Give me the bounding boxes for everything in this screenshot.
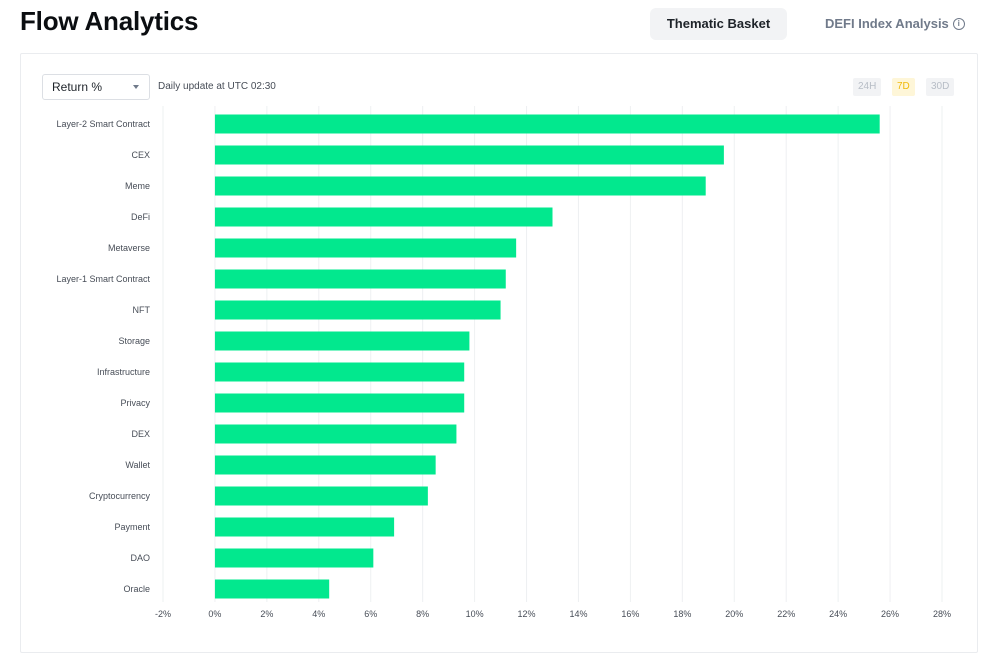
bar[interactable]	[214, 548, 374, 568]
bar[interactable]	[214, 455, 436, 475]
category-label: DeFi	[131, 212, 150, 222]
category-label: Layer-2 Smart Contract	[56, 119, 150, 129]
category-label: Wallet	[125, 460, 150, 470]
page-title: Flow Analytics	[20, 6, 199, 36]
chevron-down-icon	[133, 85, 139, 89]
category-label: Privacy	[120, 398, 150, 408]
x-tick-label: 22%	[777, 609, 795, 619]
bar[interactable]	[214, 579, 330, 599]
bar[interactable]	[214, 300, 501, 320]
category-label: Oracle	[123, 584, 150, 594]
x-tick-label: -2%	[155, 609, 171, 619]
metric-select-value: Return %	[52, 80, 103, 94]
category-label: Meme	[125, 181, 150, 191]
bar[interactable]	[214, 486, 428, 506]
category-label: DAO	[130, 553, 150, 563]
category-label: Payment	[114, 522, 150, 532]
x-tick-label: 0%	[208, 609, 221, 619]
x-tick-label: 18%	[673, 609, 691, 619]
category-label: Storage	[118, 336, 150, 346]
bar[interactable]	[214, 114, 880, 134]
bar-chart: -2% 0% 2% 4% 6% 8% 10% 12% 14% 16% 18% 20% 22% 24% 26%…	[56, 106, 951, 619]
category-label: Metaverse	[108, 243, 150, 253]
x-tick-label: 4%	[312, 609, 325, 619]
x-tick-label: 26%	[881, 609, 899, 619]
range-7d-button[interactable]: 7D	[892, 78, 915, 96]
info-icon[interactable]: i	[952, 17, 965, 30]
range-30d-button[interactable]: 30D	[926, 78, 955, 96]
update-note: Daily update at UTC 02:30	[158, 81, 276, 92]
bar[interactable]	[214, 331, 470, 351]
category-label: Infrastructure	[97, 367, 150, 377]
bar[interactable]	[214, 517, 395, 537]
x-tick-label: 16%	[621, 609, 639, 619]
category-label: Layer-1 Smart Contract	[56, 274, 150, 284]
tab-defi-index-analysis[interactable]: DEFI Index Analysis i	[825, 8, 965, 40]
bar[interactable]	[214, 207, 553, 227]
x-tick-label: 10%	[466, 609, 484, 619]
category-label: Cryptocurrency	[89, 491, 151, 501]
x-tick-label: 20%	[725, 609, 743, 619]
x-tick-label: 8%	[416, 609, 429, 619]
x-tick-label: 6%	[364, 609, 377, 619]
x-tick-label: 28%	[933, 609, 951, 619]
bar[interactable]	[214, 238, 517, 258]
tab-defi-index-analysis-label: DEFI Index Analysis	[825, 16, 949, 31]
metric-select[interactable]: Return %	[42, 74, 150, 100]
bar[interactable]	[214, 424, 457, 444]
tab-thematic-basket[interactable]: Thematic Basket	[650, 8, 787, 40]
x-tick-label: 12%	[518, 609, 536, 619]
range-24h-button[interactable]: 24H	[853, 78, 882, 96]
bar[interactable]	[214, 176, 706, 196]
bar[interactable]	[214, 362, 465, 382]
bar[interactable]	[214, 145, 724, 165]
x-tick-label: 14%	[569, 609, 587, 619]
bar[interactable]	[214, 393, 465, 413]
category-label: CEX	[131, 150, 150, 160]
x-tick-label: 24%	[829, 609, 847, 619]
category-label: NFT	[133, 305, 151, 315]
x-tick-label: 2%	[260, 609, 273, 619]
tab-thematic-basket-label: Thematic Basket	[666, 16, 771, 31]
category-label: DEX	[131, 429, 150, 439]
bar[interactable]	[214, 269, 506, 289]
chart-panel: Return % Daily update at UTC 02:30 24H 7…	[20, 53, 978, 653]
